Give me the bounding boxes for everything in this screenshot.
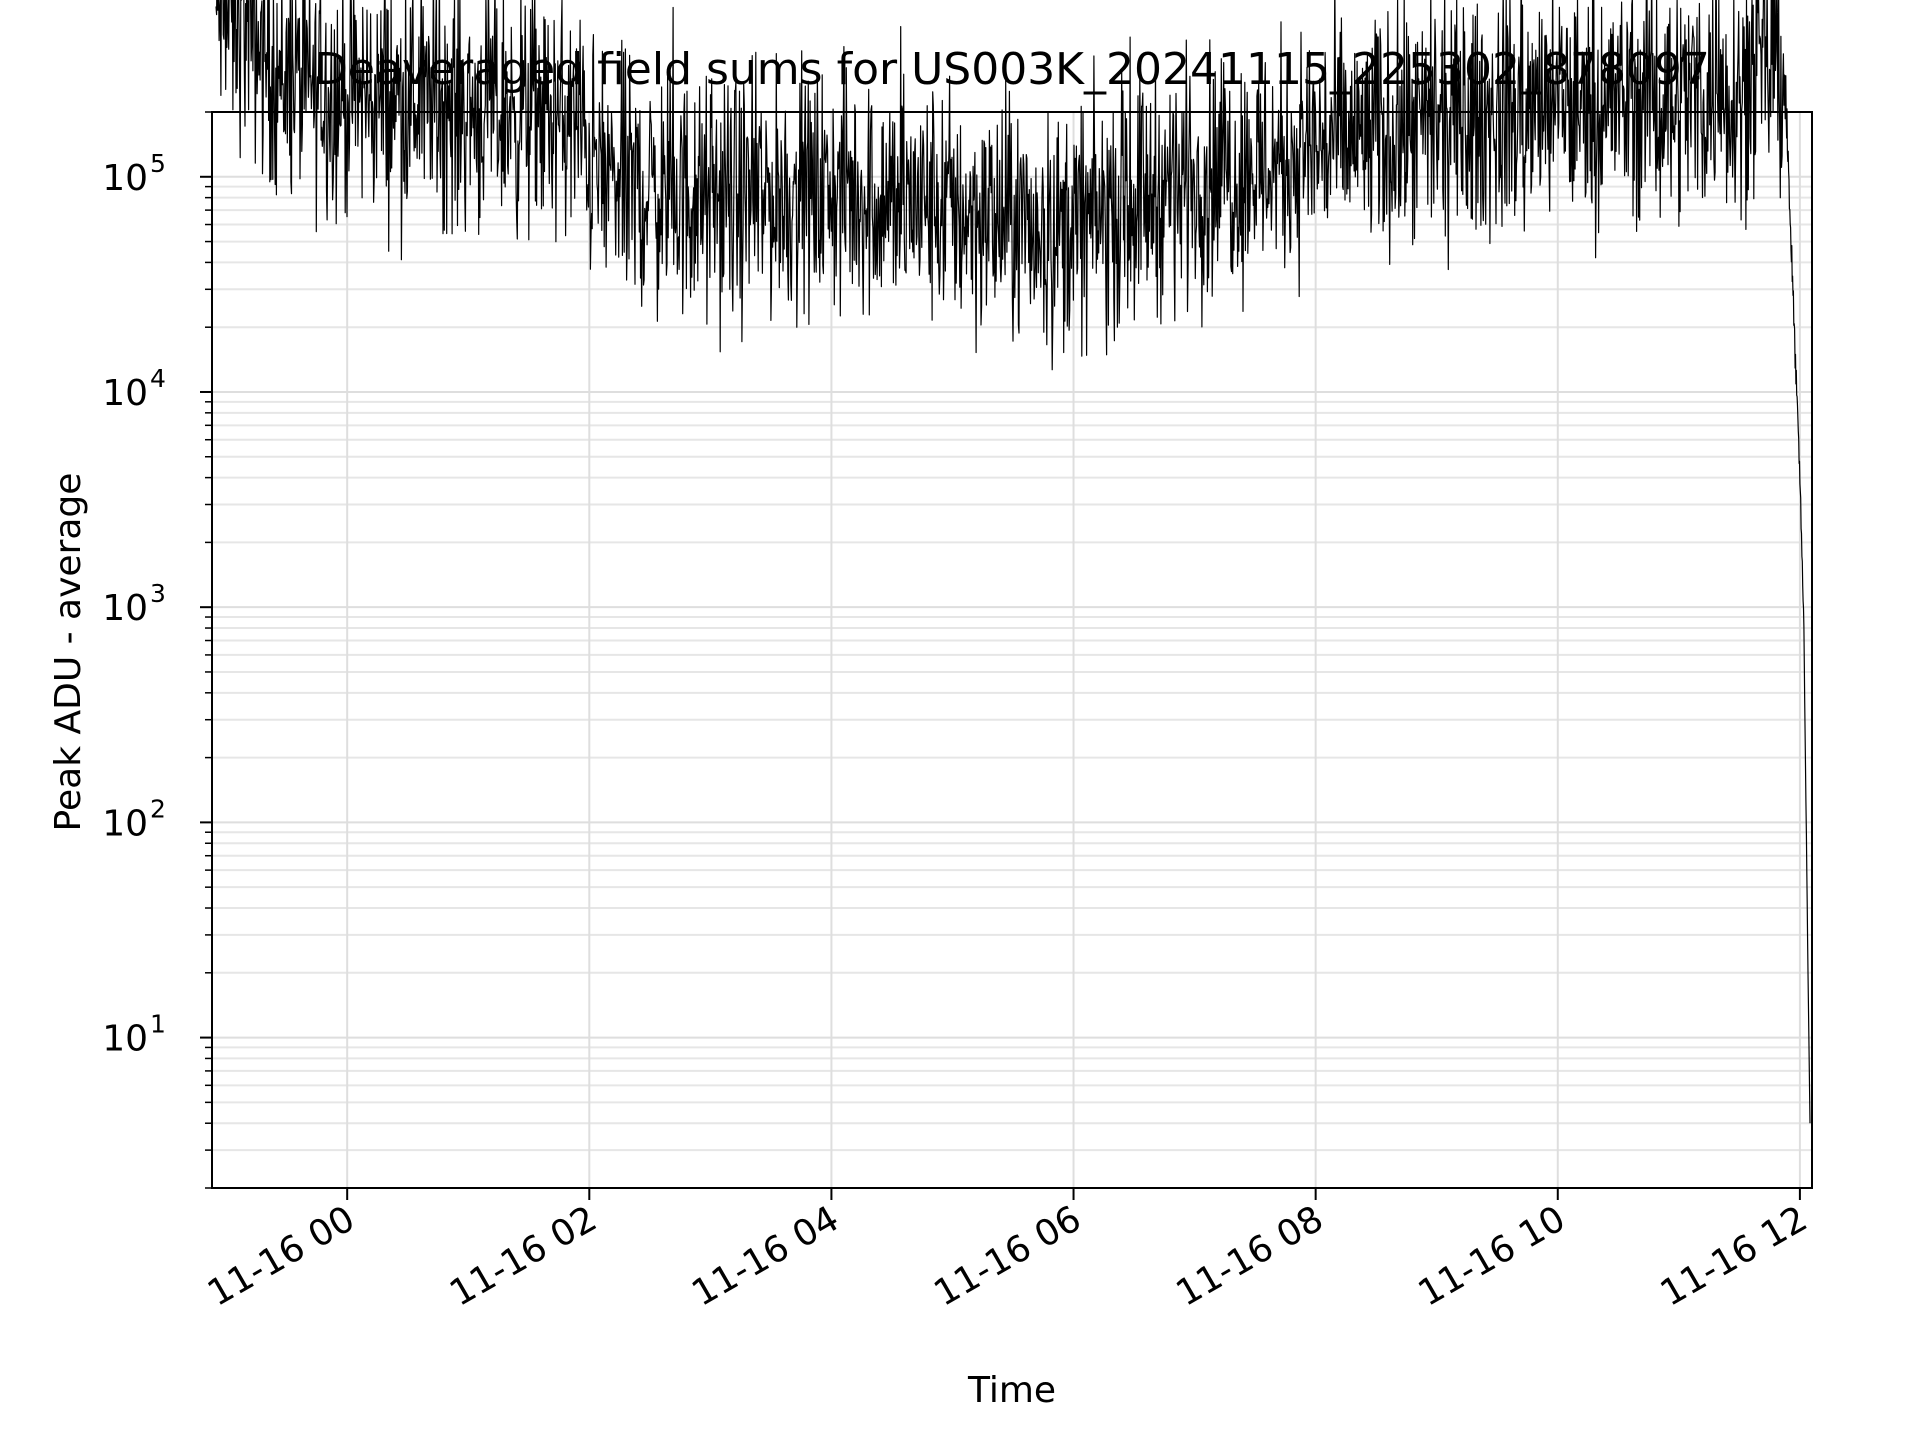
y-tick-label: 10 [102, 373, 148, 414]
chart-title: Deaveraged field sums for US003K_2024111… [314, 44, 1710, 95]
plot-frame [211, 111, 1813, 1189]
y-tick-exponent: 4 [150, 364, 166, 393]
y-tick-label: 10 [102, 588, 148, 629]
y-tick-label: 10 [102, 803, 148, 844]
y-tick-label: 10 [102, 158, 148, 199]
y-tick-exponent: 3 [150, 579, 166, 608]
minor-grid [212, 111, 1812, 1189]
y-axis-label: Peak ADU - average [48, 473, 89, 832]
y-tick-exponent: 5 [150, 149, 166, 178]
x-axis-label: Time [967, 1370, 1056, 1411]
y-tick-label: 10 [102, 1019, 148, 1060]
series-line [215, 0, 1811, 1124]
y-tick-exponent: 1 [150, 1010, 166, 1039]
y-axis: 101102103104105106 [102, 111, 212, 1189]
y-tick-exponent: 2 [150, 794, 166, 823]
